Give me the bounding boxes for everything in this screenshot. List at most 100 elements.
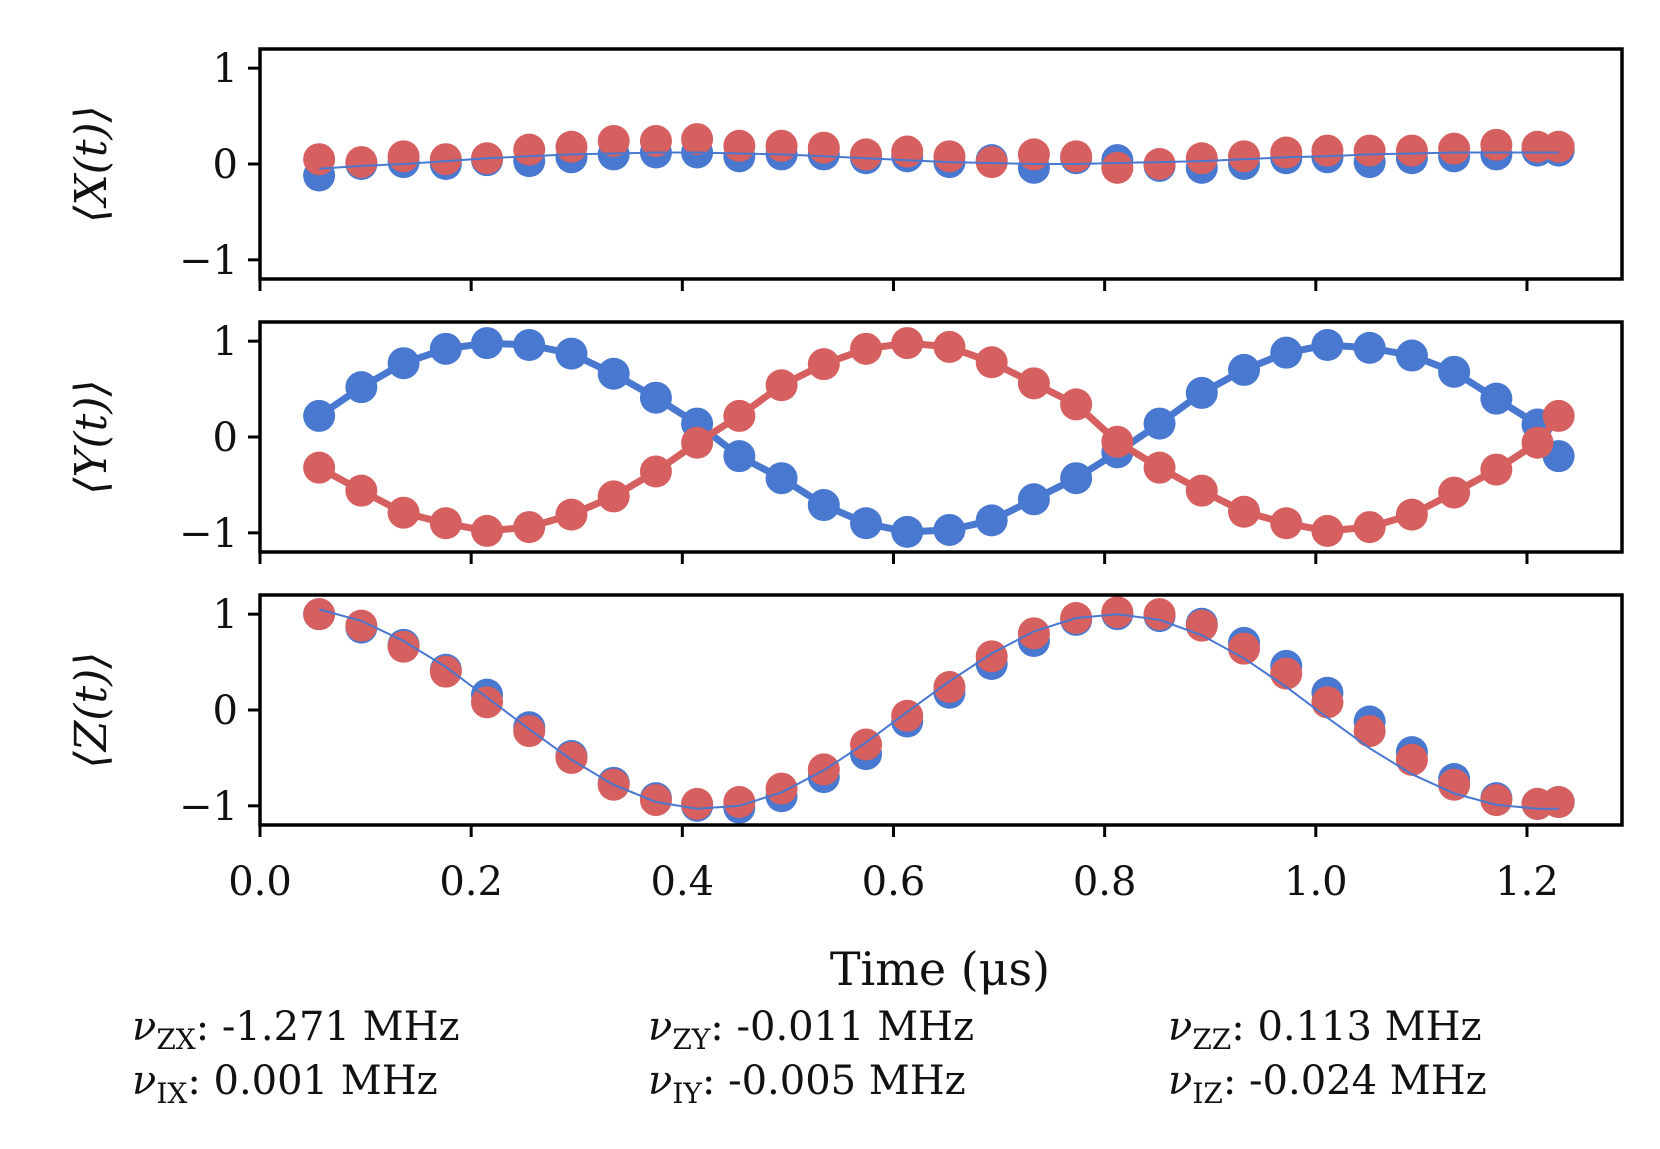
data-point-red bbox=[681, 426, 714, 459]
y-tick-label: 0 bbox=[213, 415, 238, 461]
data-point-blue bbox=[1395, 339, 1428, 372]
data-point-blue bbox=[1185, 376, 1218, 409]
data-point-blue bbox=[1060, 462, 1093, 495]
data-point-blue bbox=[429, 332, 462, 365]
x-tick-label: 0.0 bbox=[228, 859, 292, 905]
data-point-red bbox=[1143, 451, 1176, 484]
data-point-blue bbox=[1017, 483, 1050, 516]
y-axis-label: ⟨X(t)⟩ bbox=[66, 105, 117, 223]
parameter-iy: νIY: -0.005 MHz bbox=[648, 1058, 966, 1110]
data-point-red bbox=[513, 511, 546, 544]
y-axis-label: ⟨Y(t)⟩ bbox=[66, 379, 117, 494]
data-point-blue bbox=[1311, 329, 1344, 361]
parameter-list: νZX: -1.271 MHz νZY: -0.011 MHz νZZ: 0.113… bbox=[132, 1004, 1487, 1110]
data-point-red bbox=[1480, 128, 1513, 161]
data-point-blue bbox=[303, 399, 336, 432]
data-point-red bbox=[1017, 138, 1050, 171]
data-point-red bbox=[471, 686, 503, 719]
data-point-red bbox=[345, 609, 378, 642]
y-tick-label: 1 bbox=[213, 592, 238, 638]
data-point-red bbox=[681, 123, 714, 156]
data-point-red bbox=[1353, 511, 1386, 544]
data-point-red bbox=[765, 369, 798, 402]
data-point-blue bbox=[513, 329, 546, 361]
data-point-blue bbox=[345, 371, 378, 404]
data-point-red bbox=[723, 129, 756, 162]
data-point-blue bbox=[807, 489, 840, 522]
data-point-blue bbox=[723, 440, 756, 473]
parameter-zx: νZX: -1.271 MHz bbox=[132, 1004, 460, 1056]
data-point-red bbox=[639, 125, 672, 157]
data-point-red bbox=[303, 143, 336, 176]
data-point-red bbox=[807, 348, 840, 381]
data-point-blue bbox=[1438, 355, 1471, 388]
data-point-red bbox=[850, 332, 883, 365]
data-point-red bbox=[429, 143, 462, 176]
data-point-blue bbox=[891, 515, 924, 548]
data-point-blue bbox=[639, 381, 672, 414]
data-point-red bbox=[1185, 142, 1218, 175]
plot-area bbox=[303, 123, 1575, 192]
data-point-red bbox=[1270, 507, 1303, 540]
x-tick-label: 0.6 bbox=[862, 859, 926, 905]
data-point-red bbox=[1101, 596, 1134, 629]
data-point-red bbox=[639, 784, 672, 817]
data-point-red bbox=[1143, 148, 1176, 180]
data-point-red bbox=[555, 498, 588, 531]
y-tick-label: 0 bbox=[213, 688, 238, 734]
x-tick-label: 1.2 bbox=[1495, 859, 1559, 905]
y-tick-label: −1 bbox=[179, 511, 238, 557]
data-point-red bbox=[933, 140, 966, 173]
data-point-red bbox=[1395, 134, 1428, 167]
data-point-red bbox=[891, 699, 924, 732]
series-line-blue bbox=[317, 339, 1562, 536]
data-point-red bbox=[1228, 140, 1261, 173]
data-point-red bbox=[513, 133, 546, 166]
data-point-red bbox=[850, 138, 883, 171]
data-point-red bbox=[1353, 134, 1386, 167]
data-point-red bbox=[1395, 743, 1428, 776]
x-tick-label: 0.4 bbox=[651, 859, 715, 905]
data-point-blue bbox=[471, 327, 503, 360]
data-point-red bbox=[303, 598, 336, 631]
data-point-red bbox=[1395, 498, 1428, 531]
data-point-red bbox=[933, 330, 966, 363]
data-point-red bbox=[891, 135, 924, 168]
data-point-red bbox=[1521, 426, 1554, 459]
axes-frame bbox=[258, 320, 1624, 554]
data-point-red bbox=[765, 129, 798, 162]
data-point-red bbox=[387, 140, 420, 173]
data-point-red bbox=[1228, 632, 1261, 665]
data-point-red bbox=[1438, 132, 1471, 165]
x-tick-label: 1.0 bbox=[1284, 859, 1348, 905]
data-point-red bbox=[1228, 495, 1261, 528]
fit-line bbox=[318, 608, 1559, 810]
data-point-red bbox=[723, 399, 756, 432]
data-point-red bbox=[681, 787, 714, 820]
plot-area bbox=[303, 327, 1575, 548]
data-point-red bbox=[933, 671, 966, 703]
data-point-blue bbox=[597, 357, 630, 390]
data-point-red bbox=[345, 474, 378, 507]
data-point-red bbox=[1017, 617, 1050, 650]
x-tick-label: 0.8 bbox=[1073, 859, 1137, 905]
data-point-red bbox=[1101, 425, 1134, 458]
x-tick-label: 0.2 bbox=[439, 859, 503, 905]
data-point-blue bbox=[1270, 336, 1303, 369]
x-axis-label: Time (μs) bbox=[830, 942, 1050, 996]
data-point-red bbox=[975, 640, 1008, 673]
data-point-red bbox=[723, 786, 756, 818]
y-axis-label: ⟨Z(t)⟩ bbox=[66, 652, 117, 769]
plot-area bbox=[303, 596, 1575, 824]
data-point-red bbox=[345, 146, 378, 179]
data-point-red bbox=[597, 480, 630, 513]
data-point-red bbox=[1438, 476, 1471, 509]
data-point-red bbox=[1060, 140, 1093, 173]
data-point-red bbox=[471, 514, 503, 547]
parameter-zz: νZZ: 0.113 MHz bbox=[1168, 1004, 1482, 1056]
series-line-red bbox=[317, 339, 1562, 535]
y-tick-label: 1 bbox=[213, 319, 238, 365]
data-point-red bbox=[1438, 768, 1471, 801]
data-point-red bbox=[1311, 134, 1344, 167]
